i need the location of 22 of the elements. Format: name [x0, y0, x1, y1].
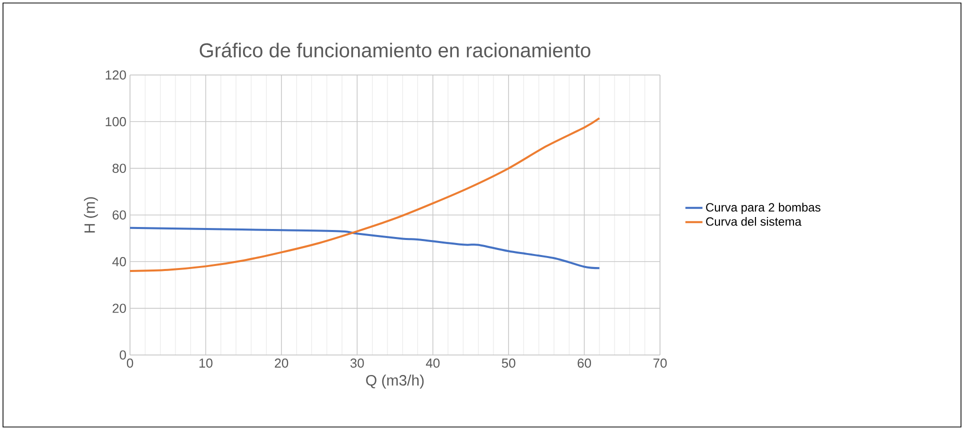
y-tick-label: 80: [112, 164, 126, 173]
x-tick-label: 10: [199, 358, 212, 368]
y-tick-label: 120: [106, 70, 126, 80]
x-tick-label: 0: [126, 358, 134, 368]
chart-title: Gráfico de funcionamiento en racionamiento: [200, 42, 590, 58]
x-tick-label: 70: [653, 358, 667, 368]
x-tick-label: 40: [426, 358, 440, 368]
legend-label: Curva del sistema: [706, 216, 802, 226]
y-tick-label: 60: [112, 210, 126, 220]
y-axis-title: H (m): [84, 197, 98, 233]
y-tick-label: 20: [112, 304, 126, 313]
y-tick-label: 0: [120, 350, 126, 360]
legend-label: Curva para 2 bombas: [706, 202, 820, 214]
x-tick-label: 20: [274, 358, 288, 368]
x-tick-label: 30: [350, 358, 364, 368]
line-series: [130, 226, 600, 270]
line-series: [130, 117, 600, 272]
y-tick-label: 40: [112, 257, 126, 266]
y-tick-label: 100: [106, 117, 126, 126]
x-axis-title: Q (m3/h): [366, 374, 424, 389]
x-tick-label: 50: [502, 358, 516, 368]
x-tick-label: 60: [578, 358, 592, 368]
